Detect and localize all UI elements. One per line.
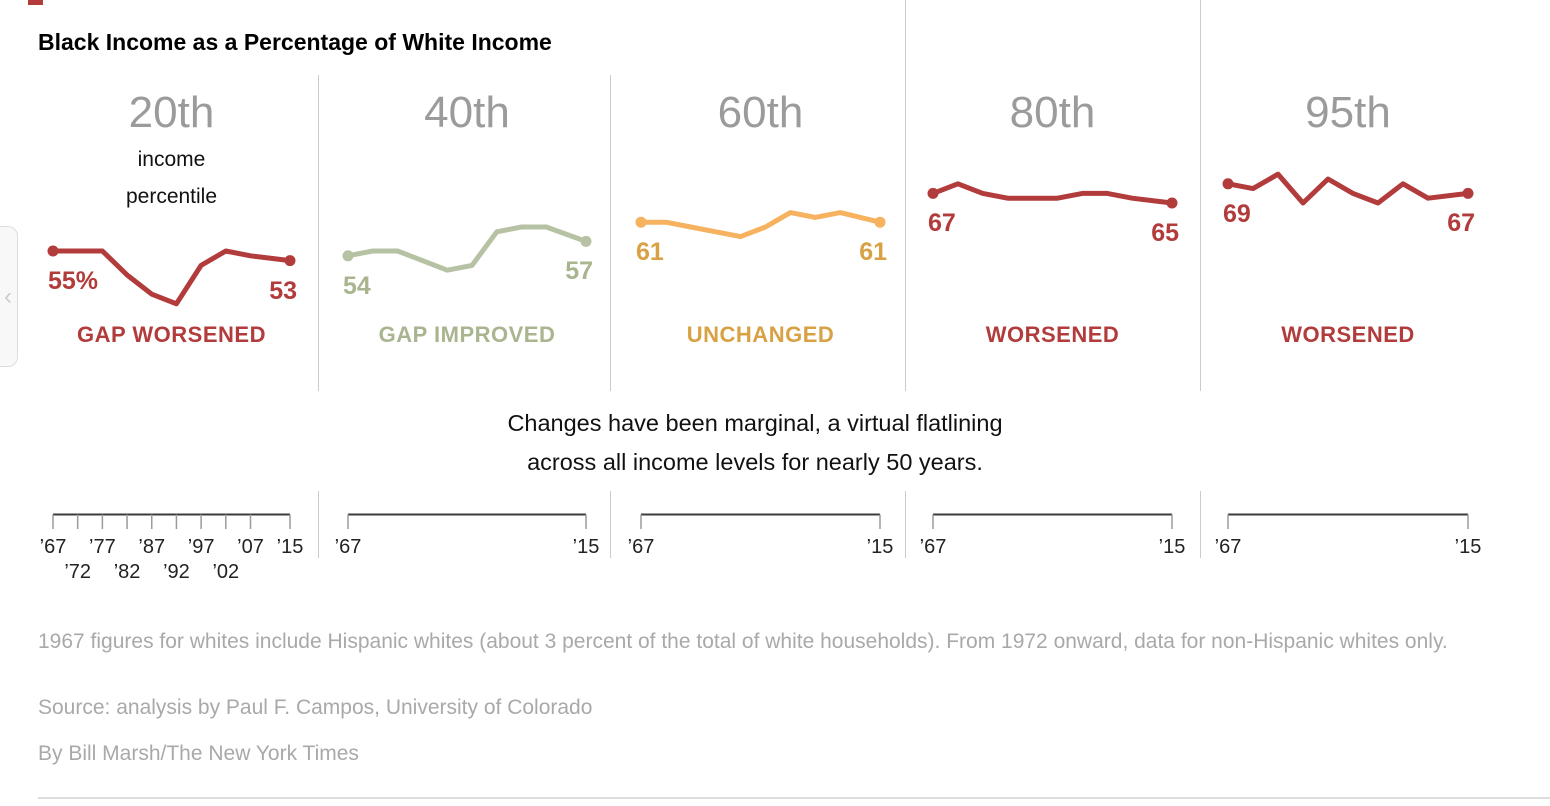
panel-chart	[342, 224, 592, 529]
axis-start-label: ’67	[919, 536, 947, 558]
panel-chart	[927, 181, 1178, 529]
start-value-label: 61	[636, 238, 664, 267]
panel-divider	[1200, 491, 1201, 558]
panel-heading: 60th	[717, 88, 804, 137]
axis-start-label: ’67	[627, 536, 655, 558]
panel-heading: 20th	[128, 88, 215, 137]
bottom-divider	[38, 797, 1550, 799]
panel-divider	[905, 491, 906, 558]
status-label: WORSENED	[985, 322, 1120, 347]
trend-line	[930, 181, 1175, 206]
line-endpoint-dot	[1222, 178, 1234, 190]
axis-year-label: ’67	[39, 536, 67, 558]
start-value-label: 69	[1223, 199, 1251, 228]
panel-divider	[610, 491, 611, 558]
panel-chart	[1222, 171, 1474, 529]
panel-divider	[318, 491, 319, 558]
axis-year-label: ’97	[187, 536, 215, 558]
panel-subheading: income percentile	[125, 148, 218, 208]
end-value-label: 53	[269, 276, 297, 305]
axis-year-label: ’82	[113, 561, 141, 583]
axis-year-label: ’72	[64, 561, 92, 583]
charts-canvas	[47, 171, 1474, 529]
start-value-label: 67	[928, 209, 956, 238]
start-value-label: 54	[343, 271, 371, 300]
axis-year-label: ’92	[163, 561, 190, 583]
line-endpoint-dot	[284, 255, 296, 267]
trend-line	[638, 210, 883, 240]
line-endpoint-dot	[342, 250, 354, 262]
panel-heading: 95th	[1305, 88, 1391, 137]
status-label: UNCHANGED	[686, 322, 835, 347]
trend-line	[1225, 171, 1471, 206]
carousel-prev-button[interactable]: ‹	[0, 226, 18, 367]
status-label: GAP IMPROVED	[378, 322, 556, 347]
x-axis	[347, 513, 587, 529]
panel-divider	[1200, 0, 1201, 391]
axis-end-label: ’15	[1158, 536, 1186, 558]
line-endpoint-dot	[1166, 197, 1178, 209]
panel-heading: 80th	[1009, 88, 1096, 137]
status-label: GAP WORSENED	[77, 322, 266, 347]
footnote-text: 1967 figures for whites include Hispanic…	[38, 630, 1448, 653]
axis-year-label: ’15	[276, 536, 304, 558]
line-endpoint-dot	[874, 216, 886, 228]
axis-year-label: ’77	[89, 536, 116, 558]
axis-end-label: ’15	[572, 536, 600, 558]
annotation-line-2: across all income levels for nearly 50 y…	[527, 449, 983, 475]
byline: By Bill Marsh/The New York Times	[38, 742, 359, 765]
axis-year-label: ’87	[138, 536, 166, 558]
axis-end-label: ’15	[866, 536, 894, 558]
status-label: WORSENED	[1281, 322, 1415, 347]
line-endpoint-dot	[635, 216, 647, 228]
chevron-left-icon: ‹	[4, 282, 12, 310]
end-value-label: 67	[1447, 209, 1475, 238]
panel-chart	[635, 210, 886, 529]
panel-divider	[610, 75, 611, 391]
end-value-label: 61	[859, 238, 887, 267]
axis-year-label: ’07	[237, 536, 264, 558]
annotation-line-1: Changes have been marginal, a virtual fl…	[507, 410, 1003, 436]
x-axis	[640, 513, 881, 529]
end-value-label: 65	[1151, 219, 1179, 247]
trend-line	[50, 248, 293, 307]
line-endpoint-dot	[927, 187, 939, 199]
line-endpoint-dot	[47, 245, 59, 257]
axis-start-label: ’67	[334, 536, 362, 558]
accent-dash	[28, 0, 43, 5]
x-axis	[1227, 513, 1469, 529]
axis-start-label: ’67	[1214, 536, 1242, 558]
line-endpoint-dot	[580, 235, 592, 247]
source-line: Source: analysis by Paul F. Campos, Univ…	[38, 696, 593, 719]
start-value-label: 55%	[48, 267, 99, 295]
panel-heading: 40th	[424, 88, 510, 137]
panel-divider	[318, 75, 319, 391]
annotation-text: Changes have been marginal, a virtual fl…	[430, 404, 1080, 482]
x-axis	[932, 513, 1173, 529]
axis-end-label: ’15	[1454, 536, 1482, 558]
panel-divider	[905, 0, 906, 391]
axis-year-label: ’02	[212, 561, 240, 583]
panel-chart	[47, 245, 296, 529]
x-axis	[52, 513, 291, 529]
page-title: Black Income as a Percentage of White In…	[38, 29, 552, 55]
line-endpoint-dot	[1462, 187, 1474, 199]
trend-line	[345, 224, 589, 273]
end-value-label: 57	[565, 257, 593, 286]
